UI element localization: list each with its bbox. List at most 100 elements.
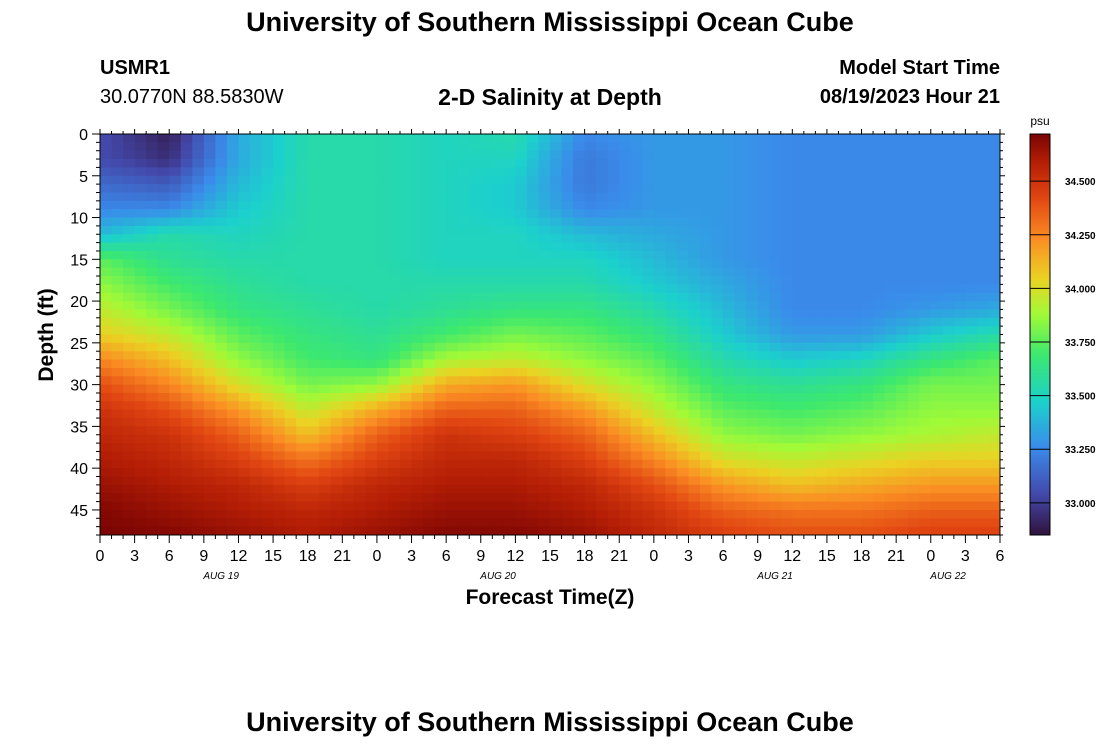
heatmap-cell: [100, 351, 113, 361]
heatmap-cell: [376, 493, 390, 503]
heatmap-cell: [815, 184, 828, 194]
heatmap-cell: [826, 443, 840, 453]
heatmap-cell: [607, 259, 620, 269]
heatmap-cell: [711, 317, 724, 327]
heatmap-cell: [203, 184, 216, 194]
heatmap-cell: [988, 276, 1000, 285]
heatmap-cell: [792, 468, 805, 478]
heatmap-cell: [711, 501, 724, 511]
heatmap-cell: [815, 367, 828, 377]
heatmap-cell: [573, 301, 586, 311]
heatmap-cell: [238, 443, 251, 453]
heatmap-cell: [665, 518, 678, 528]
heatmap-cell: [653, 267, 666, 277]
heatmap-cell: [965, 376, 978, 386]
heatmap-cell: [411, 526, 424, 535]
heatmap-cell: [192, 493, 205, 503]
heatmap-cell: [146, 234, 159, 244]
heatmap-cell: [526, 242, 540, 252]
heatmap-cell: [192, 301, 205, 311]
heatmap-cell: [400, 175, 413, 185]
heatmap-cell: [607, 351, 620, 361]
heatmap-cell: [215, 334, 228, 344]
heatmap-cell: [203, 384, 216, 394]
heatmap-cell: [503, 509, 516, 519]
heatmap-cell: [976, 376, 990, 386]
heatmap-cell: [469, 309, 482, 319]
heatmap-cell: [169, 167, 182, 177]
heatmap-cell: [180, 159, 193, 169]
heatmap-cell: [619, 217, 632, 227]
heatmap-cell: [134, 209, 147, 219]
heatmap-cell: [930, 284, 943, 294]
heatmap-cell: [388, 184, 401, 194]
heatmap-cell: [619, 234, 632, 244]
heatmap-cell: [284, 326, 297, 336]
heatmap-cell: [203, 200, 216, 210]
heatmap-cell: [965, 150, 978, 160]
heatmap-cell: [896, 468, 909, 478]
heatmap-cell: [365, 242, 378, 252]
heatmap-cell: [365, 518, 378, 528]
heatmap-cell: [896, 501, 909, 511]
heatmap-cell: [538, 301, 551, 311]
heatmap-cell: [965, 476, 978, 486]
heatmap-cell: [342, 426, 355, 436]
heatmap-cell: [111, 426, 124, 436]
heatmap-cell: [423, 267, 436, 277]
heatmap-cell: [157, 401, 170, 411]
heatmap-cell: [965, 409, 978, 419]
heatmap-cell: [873, 376, 886, 386]
heatmap-cell: [342, 459, 355, 469]
heatmap-cell: [157, 434, 170, 444]
heatmap-cell: [965, 225, 978, 235]
heatmap-cell: [642, 192, 655, 202]
heatmap-cell: [480, 384, 493, 394]
heatmap-cell: [711, 518, 724, 528]
heatmap-cell: [630, 209, 643, 219]
heatmap-cell: [480, 292, 493, 302]
heatmap-cell: [423, 284, 436, 294]
heatmap-cell: [307, 426, 320, 436]
heatmap-cell: [250, 409, 263, 419]
x-tick-label: 0: [372, 548, 381, 565]
heatmap-cell: [526, 351, 540, 361]
x-tick-label: 3: [684, 548, 693, 565]
heatmap-cell: [400, 376, 413, 386]
heatmap-cell: [976, 334, 990, 344]
heatmap-cell: [746, 526, 759, 535]
heatmap-cell: [250, 434, 263, 444]
heatmap-cell: [157, 134, 170, 143]
heatmap-cell: [100, 409, 113, 419]
heatmap-cell: [284, 217, 297, 227]
heatmap-cell: [965, 493, 978, 503]
heatmap-cell: [157, 459, 170, 469]
heatmap-cell: [769, 501, 782, 511]
heatmap-cell: [538, 309, 551, 319]
heatmap-cell: [884, 317, 897, 327]
heatmap-cell: [653, 142, 666, 152]
heatmap-cell: [238, 501, 251, 511]
heatmap-cell: [665, 451, 678, 461]
heatmap-cell: [607, 376, 620, 386]
heatmap-cell: [919, 309, 932, 319]
heatmap-cell: [769, 209, 782, 219]
heatmap-cell: [607, 242, 620, 252]
heatmap-cell: [953, 409, 966, 419]
heatmap-cell: [665, 384, 678, 394]
heatmap-cell: [723, 376, 736, 386]
heatmap-cell: [365, 225, 378, 235]
heatmap-cell: [376, 434, 390, 444]
heatmap-cell: [700, 392, 713, 402]
heatmap-cell: [596, 501, 609, 511]
heatmap-cell: [919, 392, 932, 402]
heatmap-cell: [261, 526, 274, 535]
heatmap-cell: [780, 409, 793, 419]
heatmap-cell: [826, 434, 840, 444]
heatmap-cell: [850, 292, 863, 302]
heatmap-cell: [238, 242, 251, 252]
heatmap-cell: [134, 167, 147, 177]
heatmap-cell: [711, 134, 724, 143]
heatmap-cell: [550, 159, 563, 169]
heatmap-cell: [815, 451, 828, 461]
